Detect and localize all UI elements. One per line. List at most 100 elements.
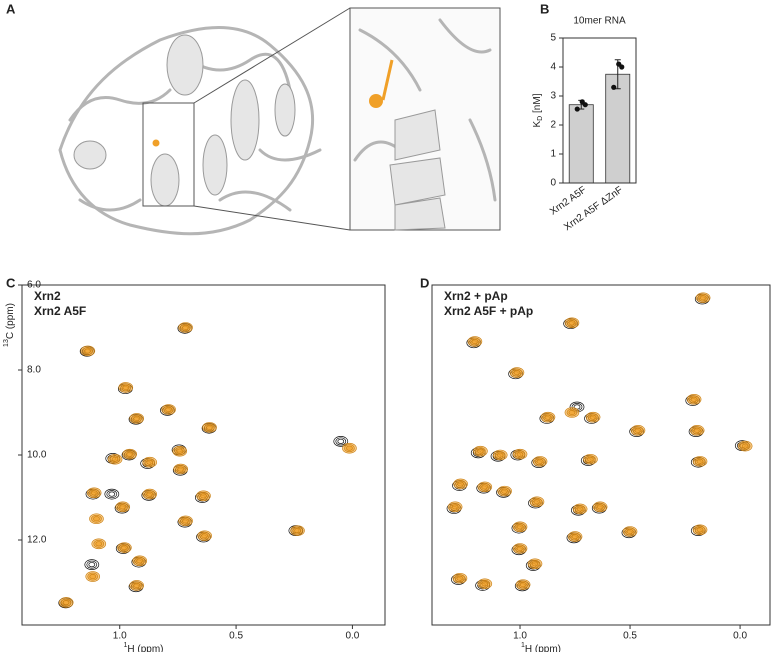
contour	[516, 451, 524, 457]
nmr-peak	[540, 411, 556, 423]
nmr-peak	[564, 407, 580, 418]
contour	[84, 348, 92, 354]
contour	[89, 574, 97, 580]
legend-entry: Xrn2 A5F	[34, 304, 86, 318]
contour	[516, 545, 524, 551]
legend-entry: Xrn2	[34, 289, 61, 303]
label-part: 13	[3, 339, 10, 347]
nmr-peak	[695, 292, 711, 304]
axis-label: KD [nM]	[532, 93, 545, 127]
contour	[568, 409, 576, 415]
contour	[108, 491, 116, 497]
panel-label: C	[6, 275, 16, 290]
nmr-peak	[585, 411, 601, 423]
contour	[176, 448, 184, 454]
nmr-peak	[161, 404, 176, 415]
nmr-peak	[622, 526, 638, 537]
bar	[605, 73, 631, 184]
contour	[501, 488, 508, 494]
nmr-peak	[173, 463, 188, 475]
contour	[741, 443, 749, 449]
nmr-peak	[492, 449, 508, 461]
contour	[513, 370, 521, 376]
contour	[177, 466, 184, 472]
nmr-peak	[107, 453, 123, 465]
chart-title: 10mer RNA	[573, 16, 626, 27]
x-tick-label: 0.5	[229, 631, 243, 642]
plot-frame	[21, 284, 386, 626]
nmr-peak	[564, 317, 580, 329]
nmr-peak	[122, 448, 138, 460]
contour	[294, 528, 301, 534]
contour	[206, 424, 213, 430]
nmr-peak	[512, 448, 528, 460]
y-tick-label: 4	[550, 62, 556, 73]
contour	[111, 456, 119, 462]
nmr-peak	[737, 440, 753, 452]
y-tick-label: 0	[550, 178, 556, 189]
contour	[481, 581, 489, 587]
y-tick-label: 6.0	[27, 280, 41, 291]
nmr-peak	[142, 456, 158, 468]
contour	[119, 504, 127, 510]
nmr-peak	[129, 580, 145, 591]
contour	[335, 437, 347, 446]
panel-label: A	[6, 1, 16, 16]
contour	[337, 438, 345, 444]
nmr-peak	[178, 515, 193, 527]
nmr-peak	[89, 513, 104, 525]
label-part: H (ppm)	[525, 644, 561, 652]
panel-label: B	[540, 1, 549, 16]
label-part: 1	[521, 642, 525, 649]
contour	[90, 490, 98, 496]
panel-label: D	[420, 275, 429, 290]
x-tick-label: 0.0	[345, 631, 359, 642]
contour	[182, 518, 189, 524]
contour	[451, 504, 459, 510]
nmr-peak	[58, 597, 74, 608]
nmr-peak	[142, 488, 158, 500]
contour	[165, 407, 172, 413]
y-tick-label: 5	[550, 33, 556, 44]
nmr-peak	[196, 490, 211, 502]
nmr-peak	[567, 531, 583, 542]
contour	[88, 562, 96, 568]
contour	[699, 295, 707, 301]
legend-entry: Xrn2 A5F + pAp	[444, 304, 533, 318]
contour	[457, 481, 464, 487]
label-part: 1	[123, 642, 127, 649]
label-part: H (ppm)	[127, 644, 163, 652]
contour	[519, 582, 527, 588]
y-tick-label: 12.0	[27, 535, 47, 546]
contour	[95, 541, 103, 547]
axis-label: 1H (ppm)	[123, 642, 163, 652]
axis-label: 13C (ppm)	[3, 303, 15, 347]
contour	[146, 491, 154, 497]
data-point	[574, 106, 580, 112]
nmr-peak	[532, 456, 548, 467]
contour	[333, 436, 349, 447]
bar	[568, 104, 594, 184]
nmr-peak	[202, 422, 217, 433]
label-part: D	[537, 116, 544, 121]
nmr-peak	[132, 555, 148, 567]
contour	[587, 456, 594, 462]
nmr-peak	[583, 453, 598, 465]
nmr-peak	[529, 496, 545, 508]
contour	[544, 414, 552, 420]
x-tick-label: 1.0	[513, 631, 527, 642]
nmr-peak	[117, 542, 132, 553]
nmr-peak	[473, 445, 488, 457]
y-tick-label: 1	[550, 149, 556, 160]
contour	[346, 445, 353, 451]
contour	[121, 545, 128, 551]
contour	[481, 484, 489, 490]
nmr-peak	[342, 442, 357, 454]
nmr-peak	[104, 488, 120, 500]
data-point	[579, 99, 585, 105]
contour	[136, 558, 144, 564]
nmr-peak	[477, 481, 493, 493]
nmr-peak	[91, 538, 107, 550]
y-tick-label: 8.0	[27, 365, 41, 376]
